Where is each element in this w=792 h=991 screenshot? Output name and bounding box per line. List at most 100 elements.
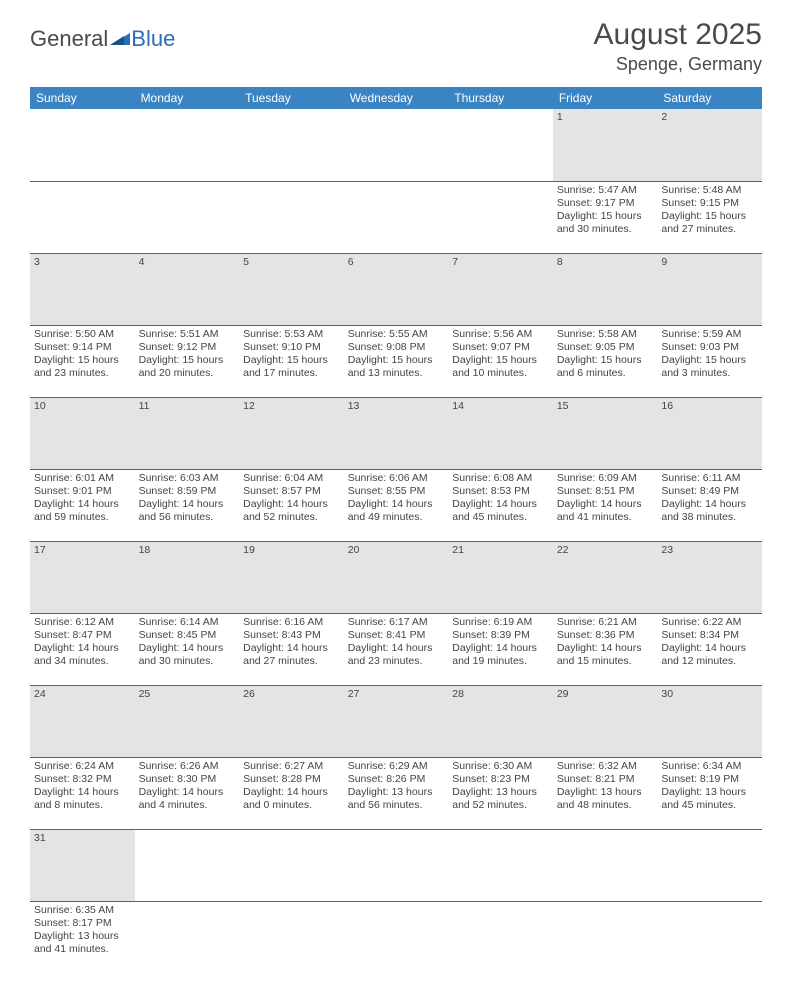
day-number: 26 [239, 685, 344, 757]
day-cell: Sunrise: 6:16 AMSunset: 8:43 PMDaylight:… [239, 613, 344, 685]
day-number: 14 [448, 397, 553, 469]
daylight-line: Daylight: 15 hours and 13 minutes. [348, 354, 445, 380]
day-number [344, 829, 449, 901]
sunrise-line: Sunrise: 6:27 AM [243, 760, 340, 773]
day-number: 16 [657, 397, 762, 469]
sunset-line: Sunset: 9:08 PM [348, 341, 445, 354]
daylight-line: Daylight: 14 hours and 15 minutes. [557, 642, 654, 668]
daylight-line: Daylight: 15 hours and 17 minutes. [243, 354, 340, 380]
sunset-line: Sunset: 8:55 PM [348, 485, 445, 498]
daynum-row: 3456789 [30, 253, 762, 325]
sunrise-line: Sunrise: 6:32 AM [557, 760, 654, 773]
sunset-line: Sunset: 8:53 PM [452, 485, 549, 498]
sunset-line: Sunset: 8:23 PM [452, 773, 549, 786]
sunrise-line: Sunrise: 6:26 AM [139, 760, 236, 773]
sunrise-line: Sunrise: 5:48 AM [661, 184, 758, 197]
sunset-line: Sunset: 9:15 PM [661, 197, 758, 210]
daylight-line: Daylight: 14 hours and 34 minutes. [34, 642, 131, 668]
day-cell: Sunrise: 6:21 AMSunset: 8:36 PMDaylight:… [553, 613, 658, 685]
day-number: 3 [30, 253, 135, 325]
week-row: Sunrise: 5:47 AMSunset: 9:17 PMDaylight:… [30, 181, 762, 253]
day-number: 18 [135, 541, 240, 613]
day-cell: Sunrise: 5:55 AMSunset: 9:08 PMDaylight:… [344, 325, 449, 397]
sunset-line: Sunset: 8:49 PM [661, 485, 758, 498]
daylight-line: Daylight: 15 hours and 10 minutes. [452, 354, 549, 380]
day-cell: Sunrise: 5:51 AMSunset: 9:12 PMDaylight:… [135, 325, 240, 397]
day-cell: Sunrise: 5:48 AMSunset: 9:15 PMDaylight:… [657, 181, 762, 253]
day-number: 1 [553, 109, 658, 181]
day-number: 5 [239, 253, 344, 325]
week-row: Sunrise: 6:01 AMSunset: 9:01 PM Daylight:… [30, 469, 762, 541]
sunset-line: Sunset: 8:19 PM [661, 773, 758, 786]
daynum-row: 17181920212223 [30, 541, 762, 613]
flag-icon [110, 29, 130, 50]
daynum-row: 31 [30, 829, 762, 901]
sunrise-line: Sunrise: 6:30 AM [452, 760, 549, 773]
sunrise-line: Sunrise: 6:34 AM [661, 760, 758, 773]
day-cell: Sunrise: 6:34 AMSunset: 8:19 PMDaylight:… [657, 757, 762, 829]
day-cell: Sunrise: 6:35 AMSunset: 8:17 PMDaylight:… [30, 901, 135, 973]
day-cell: Sunrise: 6:04 AMSunset: 8:57 PMDaylight:… [239, 469, 344, 541]
day-number: 10 [30, 397, 135, 469]
sunset-line: Sunset: 9:01 PM [34, 485, 131, 498]
day-number [135, 829, 240, 901]
daynum-row: 24252627282930 [30, 685, 762, 757]
sunrise-line: Sunrise: 5:47 AM [557, 184, 654, 197]
sunrise-line: Sunrise: 6:01 AM [34, 472, 131, 485]
header: General Blue August 2025 Spenge, Germany [30, 18, 762, 75]
day-cell: Sunrise: 6:29 AMSunset: 8:26 PMDaylight:… [344, 757, 449, 829]
day-number [239, 109, 344, 181]
day-number: 24 [30, 685, 135, 757]
sunset-line: Sunset: 8:30 PM [139, 773, 236, 786]
day-cell: Sunrise: 5:56 AMSunset: 9:07 PMDaylight:… [448, 325, 553, 397]
day-number [553, 829, 658, 901]
day-number: 21 [448, 541, 553, 613]
day-cell [239, 181, 344, 253]
daylight-line: Daylight: 13 hours and 52 minutes. [452, 786, 549, 812]
sunrise-line: Sunrise: 5:50 AM [34, 328, 131, 341]
day-number: 13 [344, 397, 449, 469]
title-location: Spenge, Germany [594, 54, 762, 75]
daylight-line: Daylight: 14 hours and 23 minutes. [348, 642, 445, 668]
sunset-line: Sunset: 8:34 PM [661, 629, 758, 642]
daylight-line: Daylight: 15 hours and 3 minutes. [661, 354, 758, 380]
daylight-line: Daylight: 14 hours and 45 minutes. [452, 498, 549, 524]
weekday-header: Wednesday [344, 87, 449, 109]
sunset-line: Sunset: 8:17 PM [34, 917, 131, 930]
day-number [135, 109, 240, 181]
sunset-line: Sunset: 8:28 PM [243, 773, 340, 786]
day-number: 8 [553, 253, 658, 325]
day-number [448, 109, 553, 181]
daylight-line: Daylight: 14 hours and 41 minutes. [557, 498, 654, 524]
sunset-line: Sunset: 9:10 PM [243, 341, 340, 354]
day-number: 4 [135, 253, 240, 325]
day-number: 19 [239, 541, 344, 613]
daylight-line: Daylight: 13 hours and 56 minutes. [348, 786, 445, 812]
day-cell [239, 901, 344, 973]
sunrise-line: Sunrise: 6:11 AM [661, 472, 758, 485]
weekday-header: Thursday [448, 87, 553, 109]
day-cell: Sunrise: 6:09 AMSunset: 8:51 PMDaylight:… [553, 469, 658, 541]
weekday-header-row: Sunday Monday Tuesday Wednesday Thursday… [30, 87, 762, 109]
day-number: 31 [30, 829, 135, 901]
weekday-header: Friday [553, 87, 658, 109]
day-number: 25 [135, 685, 240, 757]
day-number: 15 [553, 397, 658, 469]
calendar-body: 12Sunrise: 5:47 AMSunset: 9:17 PMDayligh… [30, 109, 762, 973]
day-cell: Sunrise: 6:12 AMSunset: 8:47 PMDaylight:… [30, 613, 135, 685]
day-number: 22 [553, 541, 658, 613]
sunset-line: Sunset: 8:59 PM [139, 485, 236, 498]
sunset-line: Sunset: 8:57 PM [243, 485, 340, 498]
sunset-line: Sunset: 8:45 PM [139, 629, 236, 642]
logo: General Blue [30, 26, 175, 52]
sunset-line: Sunset: 9:03 PM [661, 341, 758, 354]
sunrise-line: Sunrise: 6:17 AM [348, 616, 445, 629]
sunrise-line: Sunrise: 5:53 AM [243, 328, 340, 341]
daylight-line: Daylight: 15 hours and 30 minutes. [557, 210, 654, 236]
day-cell: Sunrise: 6:11 AMSunset: 8:49 PMDaylight:… [657, 469, 762, 541]
sunrise-line: Sunrise: 5:56 AM [452, 328, 549, 341]
day-cell: Sunrise: 5:53 AMSunset: 9:10 PMDaylight:… [239, 325, 344, 397]
sunrise-line: Sunrise: 6:21 AM [557, 616, 654, 629]
title-block: August 2025 Spenge, Germany [594, 18, 762, 75]
sunrise-line: Sunrise: 6:03 AM [139, 472, 236, 485]
